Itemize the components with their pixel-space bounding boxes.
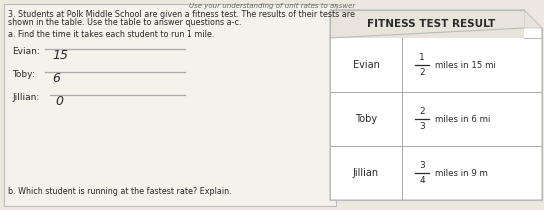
- Text: miles in 6 mi: miles in 6 mi: [435, 114, 490, 123]
- Polygon shape: [330, 10, 542, 200]
- Bar: [330, 10, 524, 38]
- Text: 6: 6: [52, 72, 60, 85]
- Text: Toby: Toby: [355, 114, 377, 124]
- Text: 15: 15: [52, 49, 68, 62]
- Text: 3: 3: [419, 161, 425, 170]
- Text: Jillian:: Jillian:: [12, 93, 39, 102]
- Text: Evian: Evian: [353, 60, 379, 70]
- Text: Jillian: Jillian: [353, 168, 379, 178]
- Text: miles in 9 m: miles in 9 m: [435, 168, 488, 177]
- Text: miles in 15 mi: miles in 15 mi: [435, 60, 496, 70]
- Text: 3: 3: [419, 122, 425, 131]
- Text: 2: 2: [419, 107, 425, 116]
- Bar: [4, 4, 336, 206]
- Text: 4: 4: [419, 176, 425, 185]
- Polygon shape: [524, 10, 542, 28]
- Text: 0: 0: [55, 95, 63, 108]
- Text: Evian:: Evian:: [12, 47, 40, 56]
- Text: b. Which student is running at the fastest rate? Explain.: b. Which student is running at the faste…: [8, 187, 232, 196]
- Text: 1: 1: [419, 53, 425, 62]
- Text: shown in the table. Use the table to answer questions a-c.: shown in the table. Use the table to ans…: [8, 18, 242, 27]
- Text: a. Find the time it takes each student to run 1 mile.: a. Find the time it takes each student t…: [8, 30, 214, 39]
- Text: 3. Students at Polk Middle School are given a fitness test. The results of their: 3. Students at Polk Middle School are gi…: [8, 10, 355, 19]
- Text: FITNESS TEST RESULT: FITNESS TEST RESULT: [367, 19, 495, 29]
- Text: 2: 2: [419, 68, 425, 77]
- Text: Use your understanding of unit rates to answer: Use your understanding of unit rates to …: [189, 3, 355, 9]
- Text: Toby:: Toby:: [12, 70, 35, 79]
